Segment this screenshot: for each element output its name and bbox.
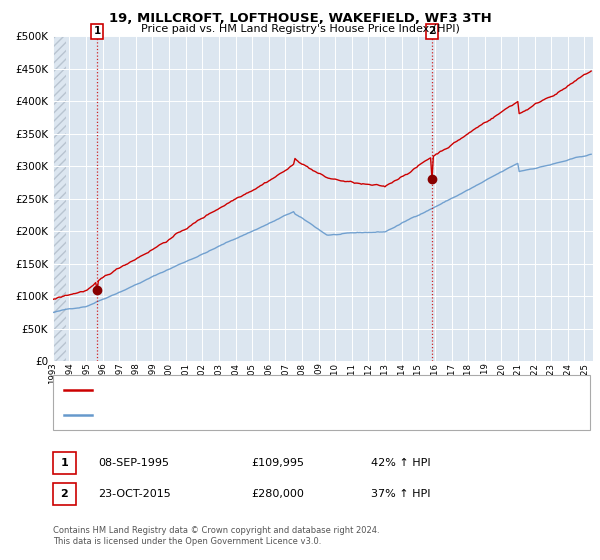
Text: Price paid vs. HM Land Registry's House Price Index (HPI): Price paid vs. HM Land Registry's House … <box>140 24 460 34</box>
Text: £280,000: £280,000 <box>251 489 304 499</box>
Text: HPI: Average price, detached house, Wakefield: HPI: Average price, detached house, Wake… <box>98 410 326 420</box>
Text: 19, MILLCROFT, LOFTHOUSE, WAKEFIELD, WF3 3TH (detached house): 19, MILLCROFT, LOFTHOUSE, WAKEFIELD, WF3… <box>98 385 437 395</box>
Text: 23-OCT-2015: 23-OCT-2015 <box>98 489 170 499</box>
Text: Contains HM Land Registry data © Crown copyright and database right 2024.
This d: Contains HM Land Registry data © Crown c… <box>53 526 379 546</box>
Text: 2: 2 <box>61 489 68 499</box>
Text: 19, MILLCROFT, LOFTHOUSE, WAKEFIELD, WF3 3TH: 19, MILLCROFT, LOFTHOUSE, WAKEFIELD, WF3… <box>109 12 491 25</box>
Polygon shape <box>53 36 66 361</box>
Text: 1: 1 <box>61 458 68 468</box>
Text: 2: 2 <box>428 26 436 36</box>
Text: 08-SEP-1995: 08-SEP-1995 <box>98 458 169 468</box>
Text: 42% ↑ HPI: 42% ↑ HPI <box>371 458 430 468</box>
Text: 1: 1 <box>94 26 101 36</box>
Text: 37% ↑ HPI: 37% ↑ HPI <box>371 489 430 499</box>
Text: £109,995: £109,995 <box>251 458 304 468</box>
